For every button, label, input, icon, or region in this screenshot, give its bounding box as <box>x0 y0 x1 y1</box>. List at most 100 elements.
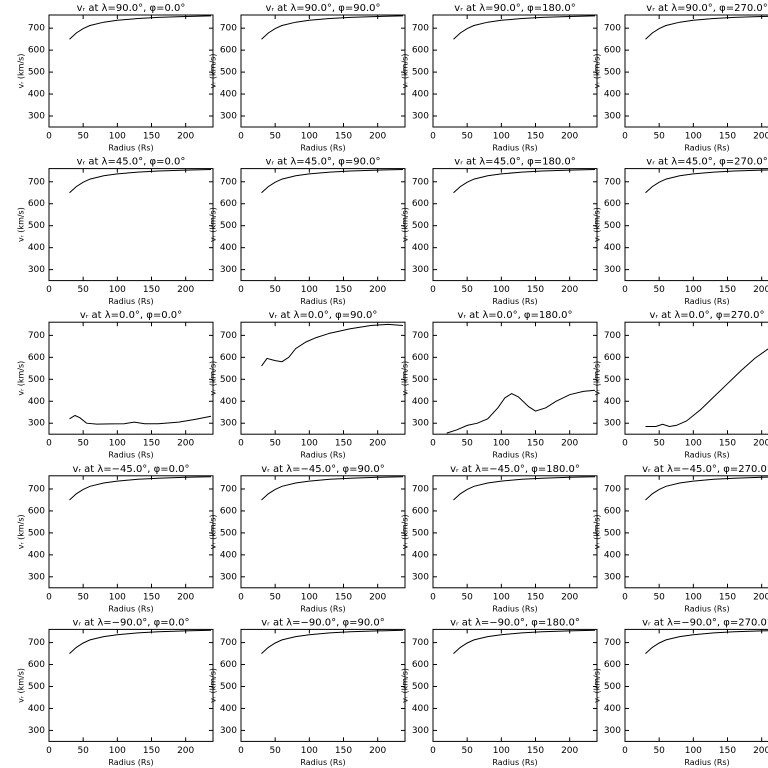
x-tick-label: 0 <box>46 746 52 756</box>
x-axis-label: Radius (Rs) <box>300 297 345 306</box>
x-tick-label: 50 <box>269 439 281 449</box>
x-axis-label: Radius (Rs) <box>684 144 729 153</box>
y-tick-label: 700 <box>220 638 237 648</box>
x-tick-label: 200 <box>177 439 194 449</box>
y-tick-label: 600 <box>28 46 45 56</box>
x-tick-label: 150 <box>143 592 160 602</box>
y-tick-label: 400 <box>220 243 237 253</box>
plot-frame <box>240 628 406 742</box>
y-tick-label: 300 <box>220 726 237 736</box>
x-axis-label: Radius (Rs) <box>684 604 729 613</box>
y-axis-label: vᵣ (km/s) <box>209 668 218 703</box>
plot-frame <box>432 475 598 589</box>
x-tick-label: 200 <box>561 592 578 602</box>
x-tick-label: 200 <box>369 132 386 142</box>
y-tick-label: 300 <box>28 419 45 429</box>
y-tick-label: 300 <box>412 572 429 582</box>
y-tick-label: 400 <box>604 704 621 714</box>
y-tick-label: 500 <box>220 68 237 78</box>
y-tick-label: 700 <box>412 331 429 341</box>
x-axis-label: Radius (Rs) <box>684 451 729 460</box>
y-tick-label: 500 <box>220 682 237 692</box>
y-tick-label: 600 <box>604 353 621 363</box>
x-tick-label: 50 <box>77 132 89 142</box>
x-tick-label: 50 <box>77 592 89 602</box>
chart-title: vᵣ at λ=−45.0°, φ=270.0° <box>642 464 768 475</box>
y-tick-label: 700 <box>412 177 429 187</box>
y-tick-label: 500 <box>28 221 45 231</box>
y-tick-label: 500 <box>604 221 621 231</box>
plot-frame <box>240 321 406 435</box>
y-tick-label: 700 <box>220 24 237 34</box>
x-tick-label: 50 <box>653 746 665 756</box>
y-tick-label: 300 <box>604 265 621 275</box>
y-tick-label: 700 <box>28 484 45 494</box>
y-tick-label: 400 <box>220 397 237 407</box>
x-tick-label: 0 <box>430 746 436 756</box>
y-axis-label: vᵣ (km/s) <box>593 361 602 396</box>
x-tick-label: 150 <box>527 439 544 449</box>
y-axis-label: vᵣ (km/s) <box>401 361 410 396</box>
y-tick-label: 600 <box>412 506 429 516</box>
y-tick-label: 600 <box>220 199 237 209</box>
y-tick-label: 400 <box>220 90 237 100</box>
y-axis-label: vᵣ (km/s) <box>593 207 602 242</box>
y-tick-label: 500 <box>28 68 45 78</box>
y-tick-label: 600 <box>220 660 237 670</box>
x-tick-label: 0 <box>622 132 628 142</box>
plot-frame <box>624 14 768 128</box>
x-tick-label: 100 <box>301 592 318 602</box>
x-tick-label: 200 <box>177 746 194 756</box>
x-axis-label: Radius (Rs) <box>492 297 537 306</box>
x-tick-label: 50 <box>461 285 473 295</box>
x-tick-label: 0 <box>238 132 244 142</box>
x-tick-label: 150 <box>527 285 544 295</box>
y-tick-label: 600 <box>28 199 45 209</box>
x-tick-label: 100 <box>109 285 126 295</box>
chart-title: vᵣ at λ=45.0°, φ=0.0° <box>77 157 186 168</box>
y-tick-label: 700 <box>604 177 621 187</box>
y-axis-label: vᵣ (km/s) <box>593 668 602 703</box>
y-tick-label: 700 <box>28 24 45 34</box>
y-tick-label: 700 <box>604 484 621 494</box>
plot-frame <box>432 321 598 435</box>
x-tick-label: 50 <box>77 439 89 449</box>
y-tick-label: 400 <box>604 550 621 560</box>
x-tick-label: 0 <box>238 439 244 449</box>
y-tick-label: 300 <box>220 265 237 275</box>
y-tick-label: 400 <box>412 243 429 253</box>
y-axis-label: vᵣ (km/s) <box>401 514 410 549</box>
x-axis-label: Radius (Rs) <box>108 144 153 153</box>
y-tick-label: 600 <box>412 660 429 670</box>
y-tick-label: 500 <box>412 221 429 231</box>
y-tick-label: 700 <box>412 484 429 494</box>
y-tick-label: 600 <box>28 353 45 363</box>
y-tick-label: 700 <box>220 177 237 187</box>
y-axis-label: vᵣ (km/s) <box>401 207 410 242</box>
x-tick-label: 100 <box>301 439 318 449</box>
y-tick-label: 500 <box>220 221 237 231</box>
x-tick-label: 50 <box>77 746 89 756</box>
x-tick-label: 200 <box>561 439 578 449</box>
y-tick-label: 700 <box>604 331 621 341</box>
chart-title: vᵣ at λ=45.0°, φ=270.0° <box>646 157 767 168</box>
x-tick-label: 200 <box>753 285 768 295</box>
x-tick-label: 0 <box>46 132 52 142</box>
x-tick-label: 50 <box>77 285 89 295</box>
y-tick-label: 600 <box>28 660 45 670</box>
y-tick-label: 300 <box>28 726 45 736</box>
x-tick-label: 100 <box>109 746 126 756</box>
x-axis-label: Radius (Rs) <box>108 758 153 767</box>
x-axis-label: Radius (Rs) <box>684 297 729 306</box>
x-tick-label: 200 <box>369 592 386 602</box>
y-tick-label: 600 <box>604 46 621 56</box>
y-axis-label: vᵣ (km/s) <box>17 361 26 396</box>
x-tick-label: 100 <box>685 285 702 295</box>
y-tick-label: 400 <box>28 397 45 407</box>
x-tick-label: 0 <box>430 592 436 602</box>
x-tick-label: 200 <box>753 746 768 756</box>
x-tick-label: 200 <box>753 132 768 142</box>
x-tick-label: 200 <box>177 132 194 142</box>
y-tick-label: 300 <box>28 572 45 582</box>
x-tick-label: 0 <box>622 439 628 449</box>
